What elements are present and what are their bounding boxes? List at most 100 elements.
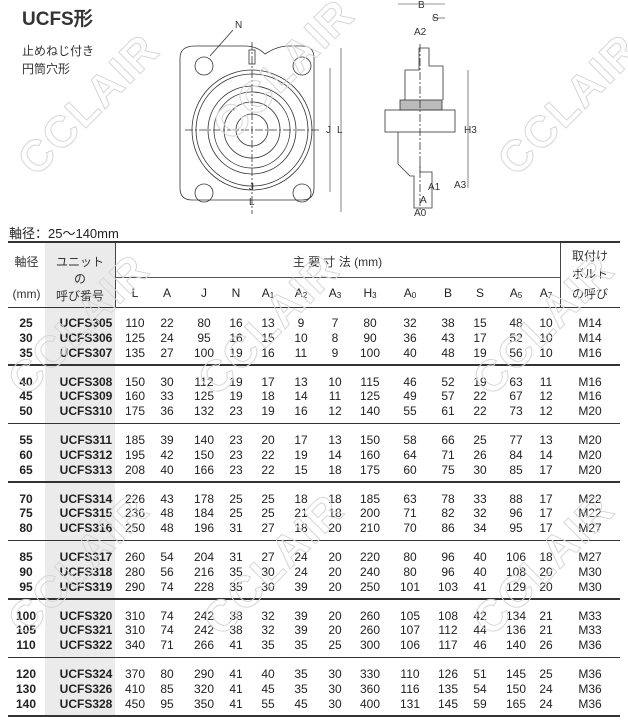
shaft-diameter: 80 xyxy=(19,521,33,536)
dimension-value: 19 xyxy=(229,345,243,360)
header-bottom-rule xyxy=(8,307,620,308)
dimension-value: 320 xyxy=(193,681,215,696)
dimension-value: 42 xyxy=(473,608,487,623)
dimension-value: 370 xyxy=(124,667,146,681)
column-header: A5 xyxy=(510,286,522,300)
dimension-value: 71 xyxy=(160,638,174,653)
dimension-value: 11 xyxy=(539,374,553,389)
header-unit-3: 呼び番号 xyxy=(55,289,104,303)
dimension-value: 77 xyxy=(509,433,523,447)
shaft-diameter: 85 xyxy=(19,550,33,564)
dimension-value: 46 xyxy=(473,638,487,653)
dimension-value: 13 xyxy=(294,374,308,389)
shaft-diameter: 30 xyxy=(19,330,33,345)
dimension-value: 17 xyxy=(261,374,275,389)
dimension-value: 52 xyxy=(509,330,523,345)
bolt-size: M14 xyxy=(578,316,602,330)
unit-number: UCFS310 xyxy=(59,404,113,419)
dimension-value: 23 xyxy=(229,462,243,477)
column-header-main: A xyxy=(162,286,172,300)
unit-number: UCFS313 xyxy=(59,462,113,477)
dimension-value: 108 xyxy=(437,608,459,623)
dimension-value: 131 xyxy=(399,696,421,711)
unit-number: UCFS311 xyxy=(59,433,113,447)
dimension-value: 236 xyxy=(124,506,146,521)
label-L-vertical: L xyxy=(337,125,343,136)
unit-number: UCFS317 xyxy=(59,550,113,564)
dimension-value: 260 xyxy=(359,623,381,638)
dimension-value: 35 xyxy=(261,638,275,653)
dimension-value: 96 xyxy=(509,506,523,521)
dimension-value: 160 xyxy=(359,447,381,462)
shaft-diameter: 140 xyxy=(15,696,37,711)
dimension-value: 260 xyxy=(124,550,146,564)
header-bolt-1: 取付け xyxy=(571,249,608,263)
dimension-value: 84 xyxy=(509,447,523,462)
dimension-value: 196 xyxy=(193,521,215,536)
dimension-value: 125 xyxy=(193,389,215,404)
dimension-value: 32 xyxy=(261,608,275,623)
column-header-sub: 5 xyxy=(517,291,523,300)
dimension-value: 7 xyxy=(331,316,339,330)
dimension-value: 24 xyxy=(539,696,553,711)
dimension-value: 38 xyxy=(229,608,243,623)
column-header-main: H xyxy=(363,286,373,300)
dimension-value: 10 xyxy=(539,345,553,360)
dimension-value: 46 xyxy=(403,374,417,389)
dimension-value: 20 xyxy=(328,550,342,564)
column-header: N xyxy=(232,286,241,300)
header-bolt-3: の呼び xyxy=(571,287,608,301)
unit-number: UCFS321 xyxy=(59,623,113,638)
bolt-size: M33 xyxy=(578,608,602,623)
dimension-value: 36 xyxy=(160,404,174,419)
dimension-value: 95 xyxy=(160,696,174,711)
dimension-value: 23 xyxy=(229,404,243,419)
unit-number: UCFS324 xyxy=(59,667,113,681)
dimension-value: 126 xyxy=(437,667,459,681)
dimension-value: 12 xyxy=(328,404,342,419)
dimension-value: 42 xyxy=(160,447,174,462)
dimension-value: 80 xyxy=(197,316,211,330)
column-header: A2 xyxy=(295,286,307,300)
unit-number: UCFS322 xyxy=(59,638,113,653)
dimension-value: 22 xyxy=(473,404,487,419)
dimension-value: 85 xyxy=(160,681,174,696)
dimension-value: 30 xyxy=(473,462,487,477)
shaft-diameter: 130 xyxy=(15,681,37,696)
dimension-value: 166 xyxy=(193,462,215,477)
column-header-main: A xyxy=(328,286,337,300)
dimension-value: 108 xyxy=(505,564,527,579)
unit-number: UCFS315 xyxy=(59,506,113,521)
dimension-value: 10 xyxy=(539,330,553,345)
label-J-vertical: J xyxy=(326,125,331,136)
unit-number: UCFS326 xyxy=(59,681,113,696)
shaft-diameter: 105 xyxy=(15,623,37,638)
dimension-value: 74 xyxy=(160,579,174,594)
unit-number: UCFS309 xyxy=(59,389,113,404)
dimension-value: 22 xyxy=(160,316,174,330)
dimension-value: 16 xyxy=(229,330,243,345)
dimension-value: 27 xyxy=(261,550,275,564)
dimension-value: 48 xyxy=(160,521,174,536)
bolt-size: M20 xyxy=(578,447,602,462)
group-rule xyxy=(8,364,620,366)
dimension-value: 78 xyxy=(441,491,455,506)
dimension-value: 59 xyxy=(473,696,487,711)
bearing-drawing: N J L J L B S A2 H3 A1 A3 A A0 xyxy=(179,0,477,219)
dimension-value: 10 xyxy=(294,330,308,345)
dimension-value: 13 xyxy=(328,433,342,447)
dimension-value: 115 xyxy=(360,374,380,389)
dimension-value: 80 xyxy=(363,316,377,330)
column-header: H3 xyxy=(363,286,376,300)
column-header-sub: 0 xyxy=(411,291,417,300)
unit-number: UCFS305 xyxy=(59,316,113,330)
dimension-value: 25 xyxy=(261,491,275,506)
dimension-table: 軸径 (mm) ユニット の 呼び番号 主 要 寸 法 (mm) 取付け ボルト… xyxy=(8,241,620,717)
dimension-value: 200 xyxy=(359,506,381,521)
label-B: B xyxy=(418,0,425,11)
header-shaft-unit: (mm) xyxy=(12,287,41,301)
column-header: A xyxy=(163,286,171,300)
column-header: A0 xyxy=(404,286,416,300)
dimension-value: 11 xyxy=(328,389,342,404)
dimension-value: 17 xyxy=(539,521,553,536)
